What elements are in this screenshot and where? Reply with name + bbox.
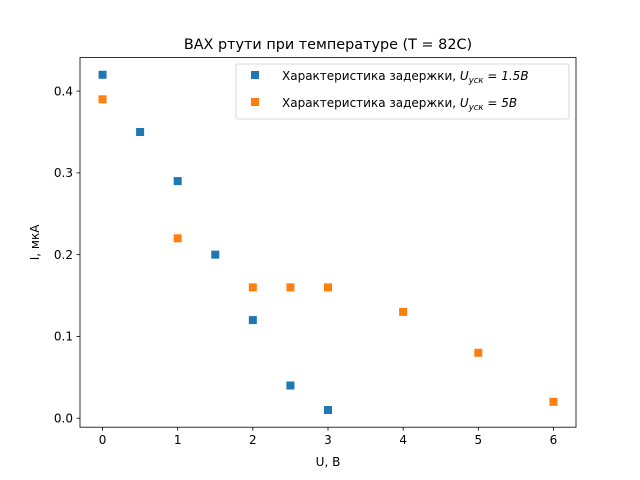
x-tick-label: 3 <box>324 433 332 447</box>
legend: Характеристика задержки, Uуск = 1.5В Хар… <box>235 63 570 120</box>
y-tick-label: 0.0 <box>54 412 73 426</box>
legend-frame <box>235 63 570 120</box>
x-tick-label: 2 <box>249 433 257 447</box>
series-1-point <box>324 406 332 415</box>
series-2-point <box>399 307 408 316</box>
y-axis-label: I, мкА <box>28 224 42 260</box>
x-axis-label: U, В <box>316 455 341 469</box>
x-tick-label: 6 <box>550 433 558 447</box>
legend-label-2: Характеристика задержки, Uуск = 5В <box>282 96 517 113</box>
x-tick-label: 0 <box>99 433 107 447</box>
series-1-point <box>98 70 107 79</box>
series-1-point <box>286 381 295 390</box>
series-1-point <box>248 316 257 325</box>
chart-title: ВАХ ртути при температуре (T = 82C) <box>184 37 472 53</box>
series-2-point <box>173 234 182 243</box>
series-2-point <box>286 283 295 292</box>
x-tick-label: 1 <box>174 433 182 447</box>
legend-marker-1 <box>251 71 259 79</box>
plot-area-frame <box>79 57 577 428</box>
series-2-point <box>324 283 332 292</box>
data-points <box>98 70 558 415</box>
series-1-point <box>211 250 220 259</box>
series-2-point <box>549 397 558 406</box>
series-2-point <box>98 95 107 104</box>
y-tick-label: 0.3 <box>54 166 73 180</box>
series-2-point <box>474 348 483 357</box>
series-1-point <box>136 128 145 137</box>
y-tick-label: 0.1 <box>54 330 73 344</box>
x-tick-label: 5 <box>474 433 482 447</box>
y-tick-label: 0.4 <box>54 84 73 98</box>
x-tick-label: 4 <box>399 433 407 447</box>
series-1-point <box>173 177 182 186</box>
legend-label-1: Характеристика задержки, Uуск = 1.5В <box>282 69 529 86</box>
series-2-point <box>248 283 257 292</box>
legend-marker-2 <box>251 98 259 106</box>
axis-ticks: 0 1 2 3 4 5 6 0.0 0.1 0.2 0.3 0.4 <box>54 84 557 447</box>
y-tick-label: 0.2 <box>54 248 73 262</box>
